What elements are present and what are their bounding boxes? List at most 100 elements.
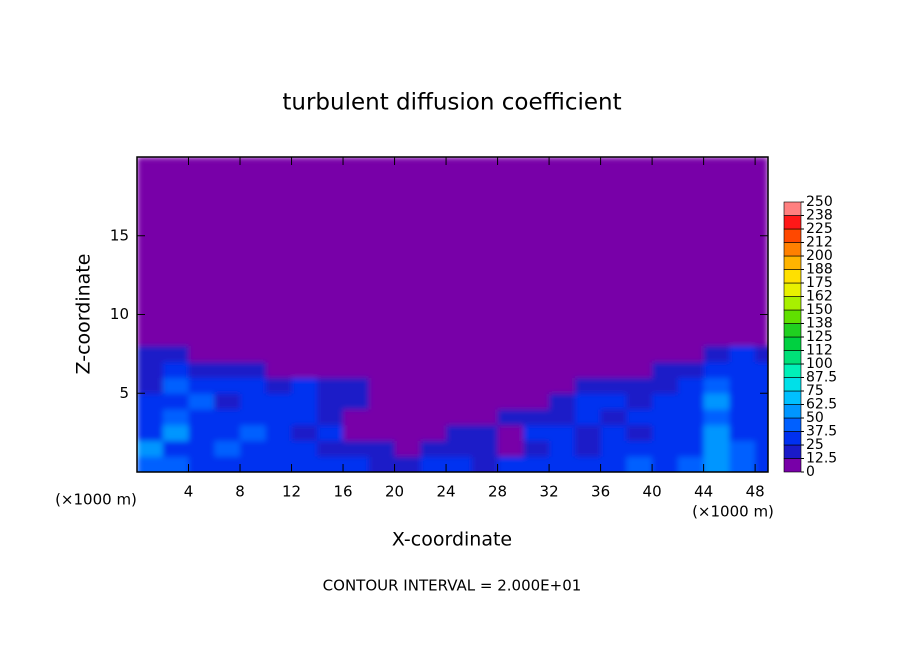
field-cell (291, 393, 318, 410)
field-cell (240, 409, 267, 426)
field-cell (523, 361, 550, 378)
field-cell (626, 409, 653, 426)
colorbar-swatch (783, 444, 802, 459)
field-cell (446, 409, 473, 426)
colorbar-label: 37.5 (806, 424, 837, 440)
field-cell (394, 424, 421, 441)
field-cell (214, 440, 241, 457)
y-tick-label: 10 (110, 305, 129, 323)
field-cell (652, 409, 679, 426)
field-cell (703, 440, 730, 457)
field-cell (291, 361, 318, 378)
field-cell (677, 424, 705, 441)
field-cell (317, 440, 344, 457)
field-cell (446, 361, 473, 378)
field-cell (677, 346, 705, 363)
colorbar-swatch (783, 404, 802, 419)
field-cell (162, 361, 190, 378)
x-unit-label: (×1000 m) (692, 503, 774, 521)
field-cell (420, 409, 447, 426)
field-cell (343, 424, 370, 441)
y-tick-label: 15 (110, 226, 129, 244)
field-cell (240, 361, 267, 378)
field-cell (368, 424, 396, 441)
colorbar-label: 150 (806, 302, 833, 318)
field-cell (420, 377, 447, 394)
field-cell (394, 393, 421, 410)
field-cell (394, 409, 421, 426)
field-cell (703, 393, 730, 410)
field-cell (343, 377, 370, 394)
y-axis-label: Z-coordinate (73, 254, 95, 375)
field-cell (729, 456, 756, 472)
field-cell (317, 361, 344, 378)
field-cell (703, 456, 730, 472)
x-axis-label: X-coordinate (392, 529, 512, 551)
field-cell (652, 361, 679, 378)
colorbar-swatch (783, 363, 802, 378)
field-cell (549, 346, 576, 363)
field-cell (137, 409, 164, 426)
x-tick-label: 44 (694, 483, 713, 501)
colorbar-swatch (783, 458, 802, 473)
field-cell (549, 409, 576, 426)
field-cell (626, 361, 653, 378)
field-cell (214, 456, 241, 472)
field-cell (137, 440, 164, 457)
field-cell (729, 424, 756, 441)
field-cell (291, 409, 318, 426)
x-tick-label: 48 (746, 483, 765, 501)
field-cell (446, 424, 473, 441)
field-cell (677, 456, 705, 472)
colorbar-swatch (783, 215, 802, 230)
colorbar-swatch (783, 431, 802, 446)
colorbar-swatch (783, 377, 802, 392)
field-cell (652, 346, 679, 363)
field-cell (677, 440, 705, 457)
colorbar-swatch (783, 350, 802, 365)
field-cell (162, 440, 190, 457)
field-cell (497, 377, 524, 394)
field-cell (626, 456, 653, 472)
field-cell (755, 456, 768, 472)
field-cell (471, 409, 499, 426)
field-cell (317, 456, 344, 472)
field-cell (549, 440, 576, 457)
x-unit-label: (×1000 m) (55, 491, 137, 509)
colorbar-swatch (783, 336, 802, 351)
field-cell (471, 377, 499, 394)
field-cell (703, 361, 730, 378)
field-cell (497, 440, 524, 457)
field-cell (729, 393, 756, 410)
colorbar-swatch (783, 255, 802, 270)
field-cell (446, 377, 473, 394)
field-cell (549, 393, 576, 410)
field-cell (265, 346, 293, 363)
field-cell (214, 361, 241, 378)
field-cell (394, 456, 421, 472)
field-cell (549, 424, 576, 441)
colorbar-label: 238 (806, 208, 833, 224)
field-cell (265, 424, 293, 441)
colorbar-swatch (783, 417, 802, 432)
field-cell (214, 424, 241, 441)
field-cell (729, 440, 756, 457)
field-cell (703, 377, 730, 394)
colorbar-swatch (783, 309, 802, 324)
colorbar-label: 75 (806, 383, 824, 399)
colorbar-swatch (783, 228, 802, 243)
field-cell (137, 393, 164, 410)
colorbar-swatch (783, 296, 802, 311)
field-cell (626, 424, 653, 441)
field-cell (137, 346, 164, 363)
field-cell (574, 409, 602, 426)
field-cell (471, 361, 499, 378)
field-cell (523, 377, 550, 394)
colorbar-swatch (783, 323, 802, 338)
chart-title: turbulent diffusion coefficient (282, 90, 621, 116)
field-cell (162, 393, 190, 410)
field-cell (240, 440, 267, 457)
colorbar-swatch (783, 269, 802, 284)
colorbar-label: 112 (806, 343, 833, 359)
